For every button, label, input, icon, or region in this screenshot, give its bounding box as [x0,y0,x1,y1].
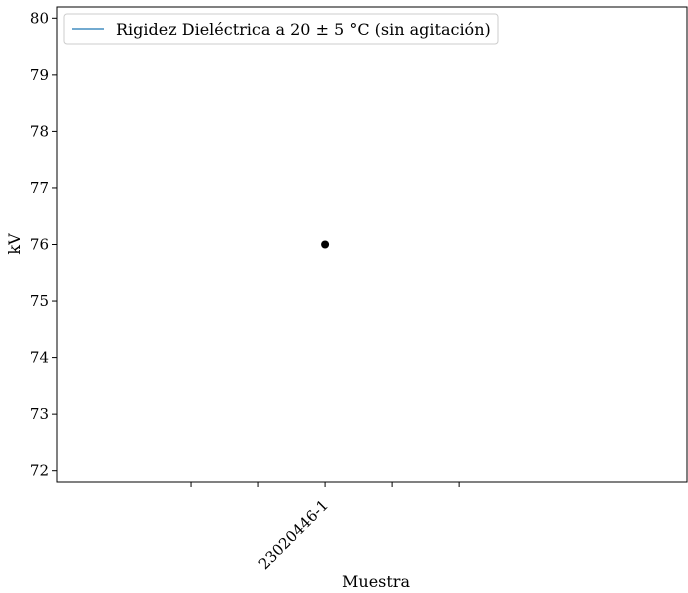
y-tick-label: 78 [30,122,49,140]
y-tick-label: 79 [30,66,49,84]
x-axis-label: Muestra [342,572,410,591]
plot-area [56,6,688,483]
y-tick-label: 74 [30,349,49,367]
data-point [321,240,330,249]
y-tick-label: 76 [30,236,49,254]
legend: Rigidez Dieléctrica a 20 ± 5 °C (sin agi… [63,13,499,45]
y-tick-label: 75 [30,292,49,310]
y-tick-label: 72 [30,462,49,480]
x-tick-label: 23020446-1 [255,496,332,573]
y-tick-label: 77 [30,179,49,197]
legend-box [63,13,499,45]
y-tick-label: 80 [30,9,49,27]
y-tick-label: 73 [30,405,49,423]
data-points [321,240,330,249]
x-axis: 23020446-1 [190,482,460,573]
legend-entry-label: Rigidez Dieléctrica a 20 ± 5 °C (sin agi… [116,20,491,39]
y-axis: 72 73 74 75 76 77 78 79 80 [30,9,57,480]
y-axis-label: kV [5,233,24,255]
